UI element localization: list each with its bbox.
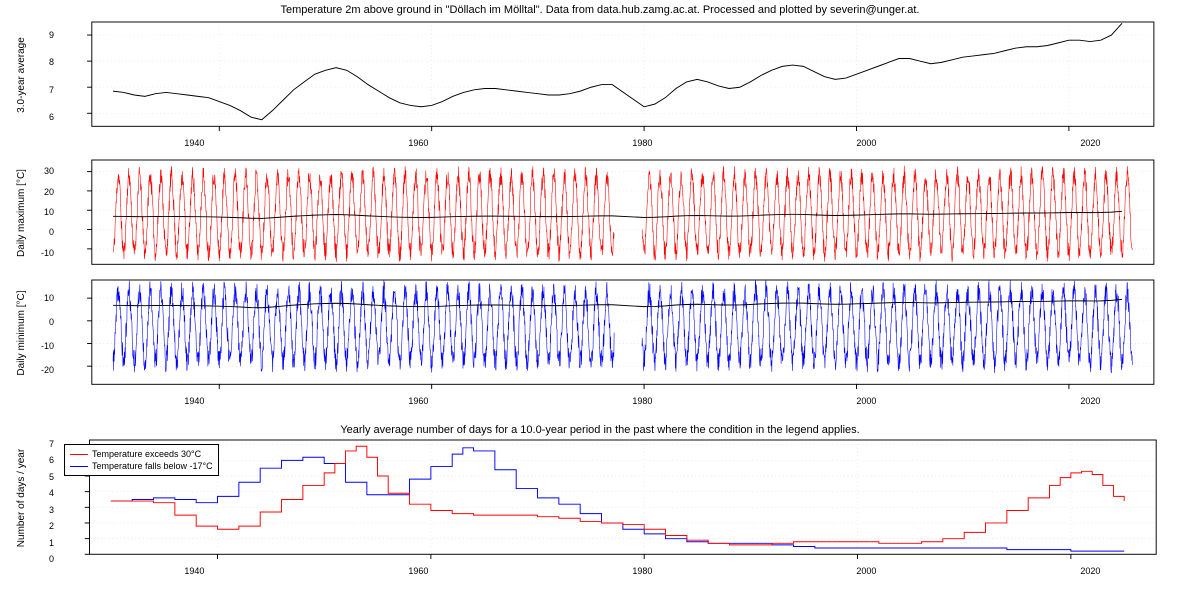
x-tick-label: 1940 [184, 566, 204, 576]
x-tick-label: 2000 [856, 396, 876, 406]
x-tick-label: 2020 [1080, 396, 1100, 406]
y-tick-label: 0 [26, 227, 54, 237]
main-title: Temperature 2m above ground in "Döllach … [0, 4, 1200, 16]
legend-label: Temperature falls below -17°C [92, 460, 213, 472]
panel-days [60, 440, 1180, 560]
legend-row: Temperature exceeds 30°C [70, 448, 213, 460]
legend-swatch [70, 454, 88, 455]
legend-label: Temperature exceeds 30°C [92, 448, 201, 460]
x-tick-label: 1940 [184, 396, 204, 406]
y-tick-label: 10 [26, 293, 54, 303]
y-tick-label: 0 [26, 317, 54, 327]
x-tick-label: 1980 [632, 566, 652, 576]
y-tick-label: -10 [26, 248, 54, 258]
x-tick-label: 1960 [408, 396, 428, 406]
y-tick-label: 2 [26, 521, 54, 531]
y-tick-label: 7 [26, 85, 54, 95]
days-legend: Temperature exceeds 30°CTemperature fall… [64, 444, 219, 476]
y-tick-label: 6 [26, 455, 54, 465]
x-tick-label: 1980 [632, 138, 652, 148]
panel-avg [60, 22, 1180, 132]
y-tick-label: 5 [26, 472, 54, 482]
x-tick-label: 1980 [632, 396, 652, 406]
y-tick-label: 30 [26, 166, 54, 176]
legend-row: Temperature falls below -17°C [70, 460, 213, 472]
panel-max [60, 160, 1180, 270]
y-tick-label: -10 [26, 341, 54, 351]
x-tick-label: 2020 [1080, 138, 1100, 148]
legend-swatch [70, 466, 88, 467]
y-tick-label: 6 [26, 112, 54, 122]
x-tick-label: 2000 [856, 566, 876, 576]
y-tick-label: 4 [26, 488, 54, 498]
x-tick-label: 1960 [408, 566, 428, 576]
x-tick-label: 2000 [856, 138, 876, 148]
y-tick-label: 9 [26, 30, 54, 40]
y-tick-label: 1 [26, 538, 54, 548]
y-tick-label: 20 [26, 187, 54, 197]
y-tick-label: 7 [26, 439, 54, 449]
y-tick-label: 0 [26, 554, 54, 564]
y-tick-label: -20 [26, 365, 54, 375]
panel-min [60, 280, 1180, 390]
y-tick-label: 3 [26, 505, 54, 515]
y-tick-label: 8 [26, 57, 54, 67]
x-tick-label: 1940 [184, 138, 204, 148]
y-tick-label: 10 [26, 207, 54, 217]
x-tick-label: 1960 [408, 138, 428, 148]
x-tick-label: 2020 [1080, 566, 1100, 576]
days-subtitle: Yearly average number of days for a 10.0… [0, 424, 1200, 436]
